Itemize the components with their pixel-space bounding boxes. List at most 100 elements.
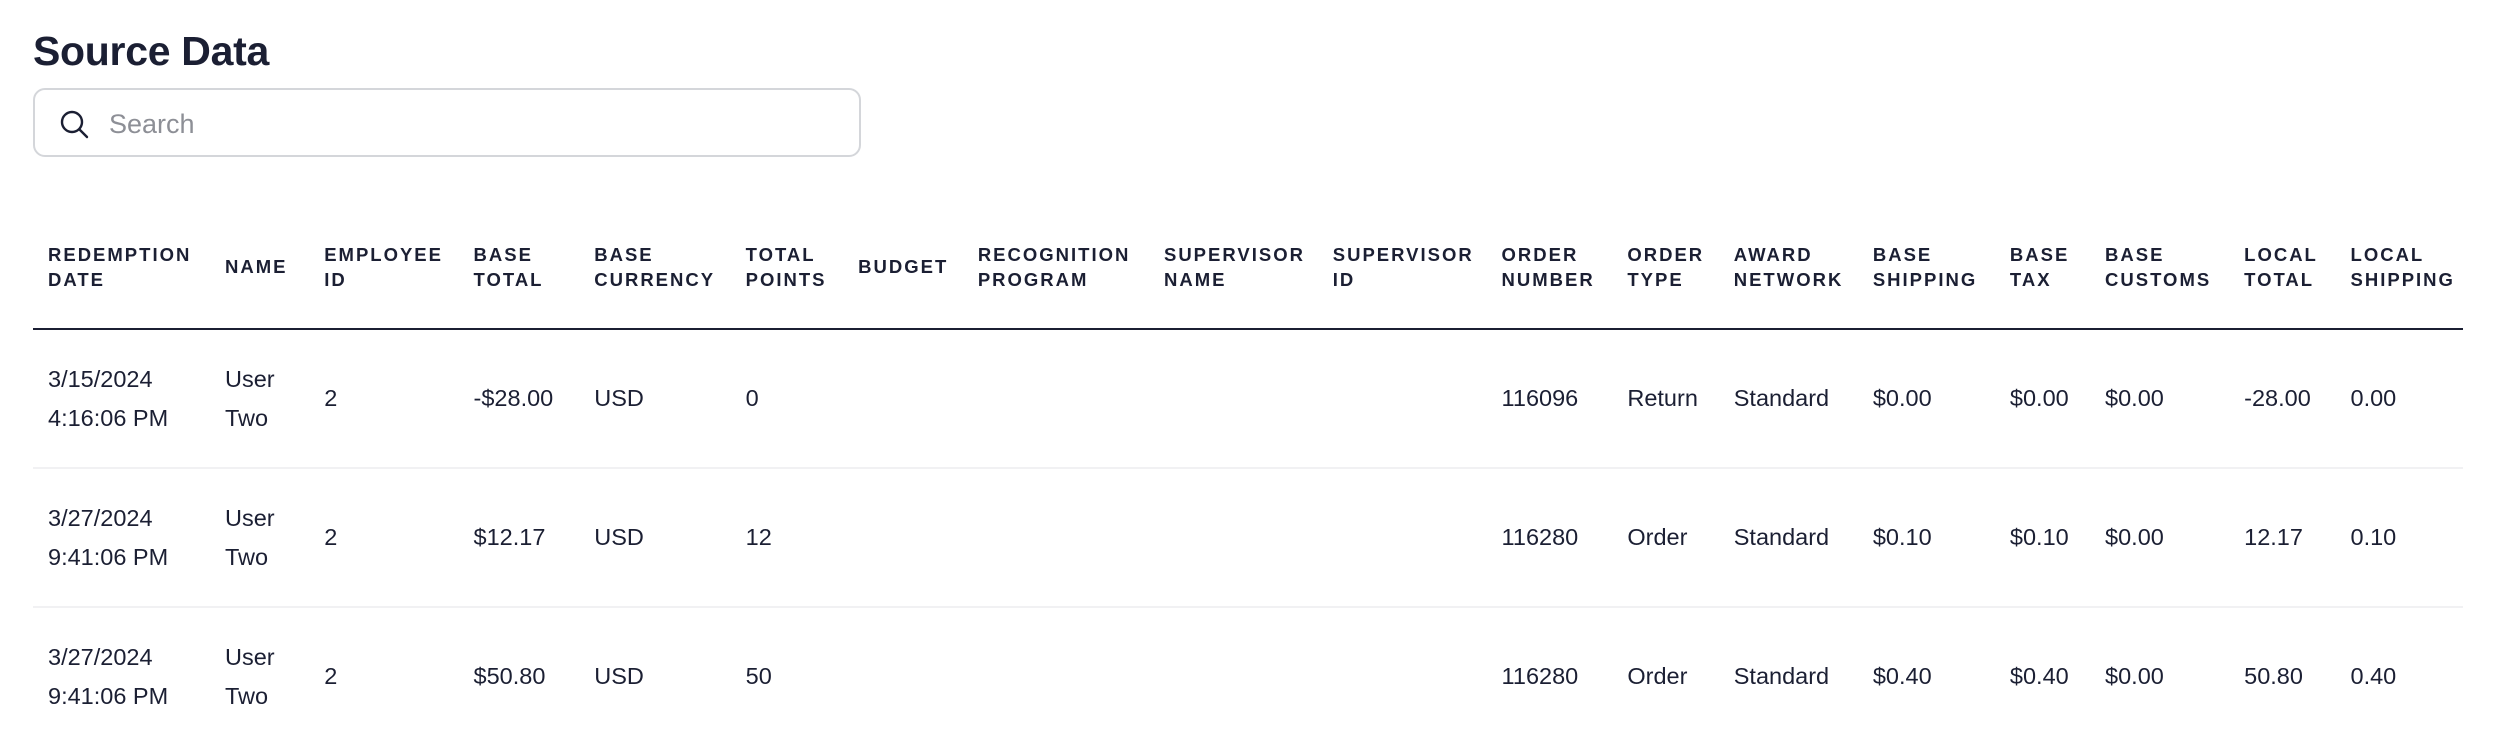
table-row[interactable]: 3/27/2024 9:41:06 PM User Two 2 $50.80 USD 50 11… (33, 607, 2463, 737)
column-header-order-type[interactable]: ORDER TYPE (1612, 205, 1719, 330)
table-cell: 0.40 (2460, 607, 2463, 737)
table-cell: 50.80 (2229, 607, 2336, 737)
table-cell: 0.00 (2335, 329, 2461, 469)
column-header-text: TAX (2009, 268, 2052, 290)
table-cell: $0.00 (2090, 329, 2230, 469)
cell-text: 3/15/2024 (48, 365, 153, 392)
column-header-base-shipping[interactable]: BASE SHIPPING (1857, 205, 1995, 330)
column-header-text: BUDGET (858, 256, 949, 277)
cell-text: 9:41:06 PM (48, 682, 169, 709)
table-cell (962, 468, 1149, 608)
column-header-order-number[interactable]: ORDER NUMBER (1486, 205, 1613, 330)
table-cell: 116280 (1486, 607, 1613, 737)
table-cell: USD (579, 607, 731, 737)
table-cell: Order (1612, 607, 1719, 737)
column-header-text: TOTAL (2244, 268, 2315, 290)
cell-text: User (224, 365, 275, 392)
column-header-text: SHIPPING (2350, 268, 2455, 290)
column-header-base-customs[interactable]: BASE CUSTOMS (2090, 205, 2230, 330)
cell-text: Two (224, 682, 269, 709)
column-header-redemption-date[interactable]: REDEMPTION DATE (33, 205, 210, 330)
column-header-recognition-program[interactable]: RECOGNITION PROGRAM (962, 205, 1149, 330)
table-cell (1317, 607, 1487, 737)
source-data-table[interactable]: REDEMPTION DATE NAME EMPLOYEE ID BASE TOTAL BAS… (33, 205, 2463, 737)
column-header-text: ORDER (1501, 243, 1579, 265)
table-cell: -28.00 (2229, 329, 2336, 469)
column-header-text: SUPERVISOR (1163, 243, 1305, 265)
column-header-text: ORDER (1627, 243, 1705, 265)
table-cell: 3/15/2024 4:16:06 PM (33, 329, 210, 469)
table-cell (843, 468, 963, 608)
column-header-text: NAME (1163, 268, 1227, 290)
table-cell: 116096 (1486, 329, 1613, 469)
column-header-text: ID (324, 268, 347, 290)
cell-text: 9:41:06 PM (48, 543, 169, 570)
table-cell: 116280 (1486, 468, 1613, 608)
table-cell: Standard (1718, 607, 1858, 737)
table-cell: User Two (209, 607, 310, 737)
column-header-text: BASE (473, 243, 533, 265)
table-cell (1148, 329, 1318, 469)
column-header-text: AWARD (1733, 243, 1813, 265)
table-cell: $0.00 (1994, 329, 2091, 469)
column-header-text: SHIPPING (1872, 268, 1978, 290)
table-cell: 0.10 (2335, 468, 2461, 608)
table-cell (962, 329, 1149, 469)
column-header-text: REDEMPTION (48, 243, 192, 265)
column-header-text: PROGRAM (977, 268, 1089, 290)
table-cell: Standard (1718, 329, 1858, 469)
table-cell: $0.00 (2090, 607, 2230, 737)
table-cell: 3/27/2024 9:41:06 PM (33, 607, 210, 737)
table-cell (1148, 607, 1318, 737)
column-header-local-tax[interactable]: LOCALTAX (2460, 205, 2463, 330)
table-cell: User Two (209, 329, 310, 469)
column-header-text: LOCAL (2350, 243, 2425, 265)
table-cell (1317, 329, 1487, 469)
table-cell: Return (1612, 329, 1719, 469)
column-header-text: NAME (224, 256, 288, 277)
column-header-supervisor-name[interactable]: SUPERVISOR NAME (1148, 205, 1318, 330)
table-cell: $0.40 (1857, 607, 1995, 737)
column-header-text: NETWORK (1733, 268, 1844, 290)
column-header-base-tax[interactable]: BASE TAX (1994, 205, 2091, 330)
table-cell: Standard (1718, 468, 1858, 608)
column-header-award-network[interactable]: AWARD NETWORK (1718, 205, 1858, 330)
table-cell: 12.17 (2229, 468, 2336, 608)
column-header-text: DATE (48, 268, 105, 290)
column-header-text: TOTAL (745, 243, 816, 265)
search-field[interactable] (33, 88, 861, 157)
table-cell: $50.80 (458, 607, 580, 737)
column-header-local-shipping[interactable]: LOCAL SHIPPING (2335, 205, 2461, 330)
cell-text: 3/27/2024 (48, 643, 153, 670)
cell-text: 3/27/2024 (48, 504, 153, 531)
table-cell: 0.40 (2335, 607, 2461, 737)
column-header-total-points[interactable]: TOTAL POINTS (730, 205, 844, 330)
column-header-base-currency[interactable]: BASE CURRENCY (579, 205, 731, 330)
column-header-text: TYPE (1627, 268, 1684, 290)
table-cell: 2 (309, 329, 459, 469)
table-cell: 0 (730, 329, 844, 469)
table-cell: 0.00 (2460, 329, 2463, 469)
column-header-text: NUMBER (1501, 268, 1595, 290)
table-cell: 2 (309, 607, 459, 737)
column-header-text: CUSTOMS (2105, 268, 2212, 290)
column-header-base-total[interactable]: BASE TOTAL (458, 205, 580, 330)
table-row[interactable]: 3/27/2024 9:41:06 PM User Two 2 $12.17 USD 12 11… (33, 468, 2463, 608)
table-cell: 0.10 (2460, 468, 2463, 608)
column-header-local-total[interactable]: LOCAL TOTAL (2229, 205, 2336, 330)
table-cell: USD (579, 468, 731, 608)
search-input[interactable] (107, 100, 831, 148)
column-header-budget[interactable]: BUDGET (843, 205, 963, 330)
table-row[interactable]: 3/15/2024 4:16:06 PM User Two 2 -$28.00 USD 0 11… (33, 329, 2463, 469)
table-cell: $12.17 (458, 468, 580, 608)
table-cell: $0.10 (1857, 468, 1995, 608)
table-cell: User Two (209, 468, 310, 608)
table-cell: $0.00 (1857, 329, 1995, 469)
table-cell (962, 607, 1149, 737)
table-cell (1148, 468, 1318, 608)
column-header-supervisor-id[interactable]: SUPERVISOR ID (1317, 205, 1487, 330)
column-header-employee-id[interactable]: EMPLOYEE ID (309, 205, 459, 330)
column-header-text: BASE (2009, 243, 2070, 265)
column-header-text: CURRENCY (594, 268, 716, 290)
column-header-name[interactable]: NAME (209, 205, 310, 330)
